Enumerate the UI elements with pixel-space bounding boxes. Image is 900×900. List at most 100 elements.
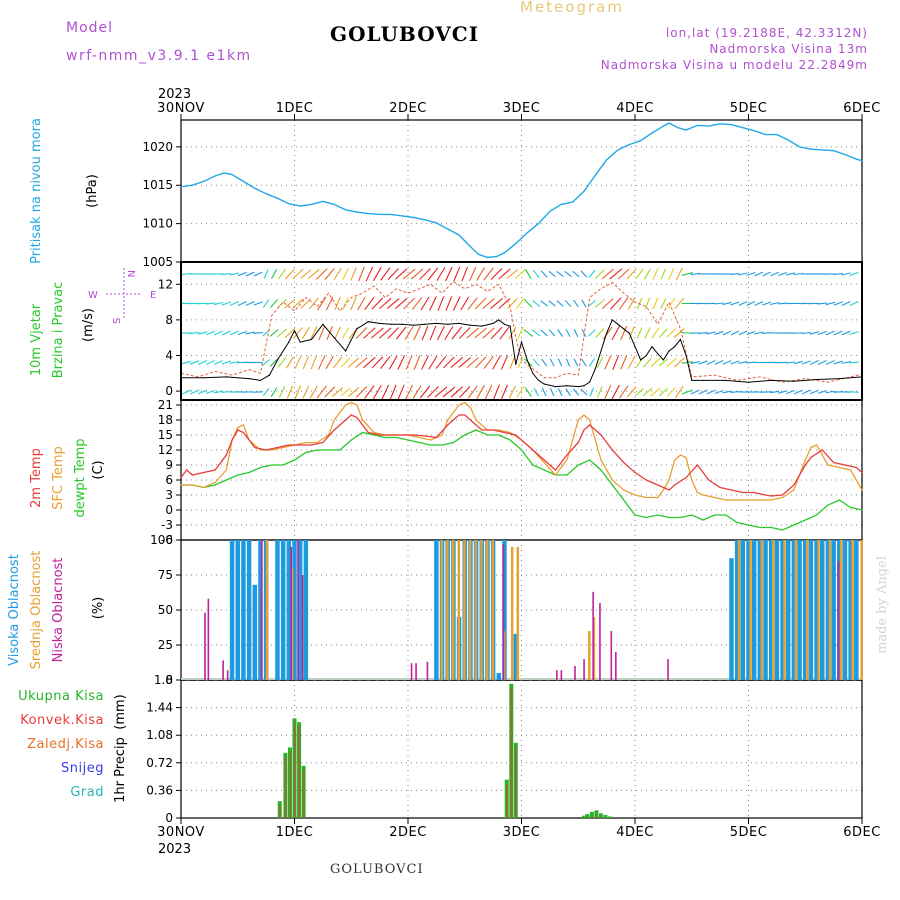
temp-2m-line-point <box>265 449 267 451</box>
wind-arrow <box>730 330 740 336</box>
dewpoint-line-point <box>271 464 273 466</box>
wind-speed-line-point <box>600 350 602 352</box>
high-cloud-bar <box>763 540 768 680</box>
wind-arrow <box>817 302 827 305</box>
sfc-temp-line-point <box>344 404 347 406</box>
dewpoint-line-point <box>498 434 500 436</box>
wind-arrow <box>557 358 563 367</box>
wind-arrow <box>452 296 461 311</box>
wind-arrow <box>350 267 357 281</box>
temp-2m-line-point <box>668 489 670 491</box>
mid-cloud-bar <box>510 547 514 680</box>
wind-arrow <box>182 389 192 395</box>
wind-arrow <box>355 386 368 398</box>
mid-cloud-bar <box>491 540 495 680</box>
wind-speed-line-point <box>526 359 528 361</box>
wind-arrow <box>308 268 320 280</box>
wind-arrow <box>825 330 835 336</box>
wind-arrow <box>325 355 334 370</box>
high-cloud-bar <box>246 540 252 680</box>
wind-arrow <box>746 271 756 277</box>
wind-arrow <box>301 326 310 340</box>
wind-arrow <box>548 329 556 337</box>
wind-arrow <box>825 360 835 365</box>
dewpoint-line-point <box>770 526 772 529</box>
wind-arrow <box>595 328 605 338</box>
temp-2m-line-point <box>288 444 290 446</box>
dewpoint-line-point <box>452 441 454 444</box>
wind-arrow <box>841 361 851 364</box>
wind-arrow <box>483 355 494 370</box>
low-cloud-bar <box>574 666 576 680</box>
wind-speed-line-point <box>401 323 403 325</box>
temp-2m-line-point <box>730 489 733 491</box>
wind-arrow <box>363 327 376 339</box>
pressure-line-point <box>477 253 479 255</box>
wind-arrow <box>357 296 366 311</box>
temp-2m-line-point <box>310 444 313 446</box>
pressure-line-point <box>231 173 233 176</box>
wind-arrow <box>245 331 255 335</box>
wind-arrow <box>549 358 555 367</box>
precip-legend-item: Konvek.Kisa <box>20 713 104 728</box>
dewpoint-line-point <box>396 436 398 439</box>
wind-arrow <box>793 272 804 276</box>
wind-arrow <box>801 331 812 335</box>
high-cloud-bar <box>831 540 836 680</box>
wind-arrow <box>309 385 318 399</box>
temp-2m-line-point <box>180 476 182 479</box>
wind-speed-line-point <box>276 359 279 361</box>
wind-arrow <box>213 360 224 365</box>
wind-speed-line-point <box>554 386 557 388</box>
wind-arrow <box>458 357 472 368</box>
conv-precip-bar <box>506 783 508 818</box>
temp-2m-line-point <box>390 434 392 436</box>
temp-2m-line-point <box>225 454 227 456</box>
y-tick-label: 1005 <box>142 255 173 269</box>
dewpoint-line-point <box>430 444 432 446</box>
sfc-temp-line-point <box>725 499 727 501</box>
wind-arrow <box>660 298 667 309</box>
wind-arrow <box>450 386 463 398</box>
wind-arrow <box>444 326 454 340</box>
pressure-line-point <box>379 213 381 216</box>
wind-arrow <box>627 356 636 369</box>
mid-cloud-bar <box>451 540 455 680</box>
wind-arrow <box>397 355 405 370</box>
wind-arrow <box>833 330 843 336</box>
sfc-temp-line-point <box>577 419 579 421</box>
dewpoint-line-point <box>543 469 545 471</box>
x-tick-label-bottom: 5DEC <box>730 825 768 840</box>
low-cloud-axis-label: Niska Oblacnost <box>51 558 66 663</box>
wind-arrow <box>825 390 835 394</box>
low-cloud-bar <box>502 544 505 680</box>
sfc-temp-line-point <box>214 481 216 484</box>
dewpoint-line-point <box>293 459 296 461</box>
wind-arrow <box>381 384 390 400</box>
wind-speed-line-point <box>225 376 227 378</box>
high-cloud-bar <box>241 540 246 680</box>
sfc-temp-line-point <box>816 444 818 446</box>
dewpoint-line-point <box>566 474 568 476</box>
conv-precip-bar <box>284 756 287 818</box>
wind-arrow <box>310 326 318 340</box>
wind-arrow <box>445 266 453 282</box>
wind-arrow <box>801 389 811 395</box>
wind-arrow <box>573 299 579 308</box>
sfc-temp-line-point <box>781 496 784 499</box>
conv-precip-bar <box>279 805 281 818</box>
low-cloud-bar <box>207 598 210 680</box>
dewpoint-line-point <box>589 459 591 461</box>
wind-arrow <box>380 356 391 369</box>
wind-speed-line-point <box>583 385 585 387</box>
y-tick-label: 25 <box>158 638 173 652</box>
wind-arrow <box>325 296 334 311</box>
y-tick-label: 12 <box>158 443 173 457</box>
dewpoint-line-point <box>225 479 227 481</box>
high-cloud-bar <box>740 540 746 680</box>
conv-precip-bar <box>591 815 593 818</box>
wind-arrow <box>572 270 580 278</box>
conv-precip-bar <box>515 746 517 818</box>
wind-arrow <box>467 297 478 310</box>
sfc-temp-line-point <box>662 489 664 491</box>
